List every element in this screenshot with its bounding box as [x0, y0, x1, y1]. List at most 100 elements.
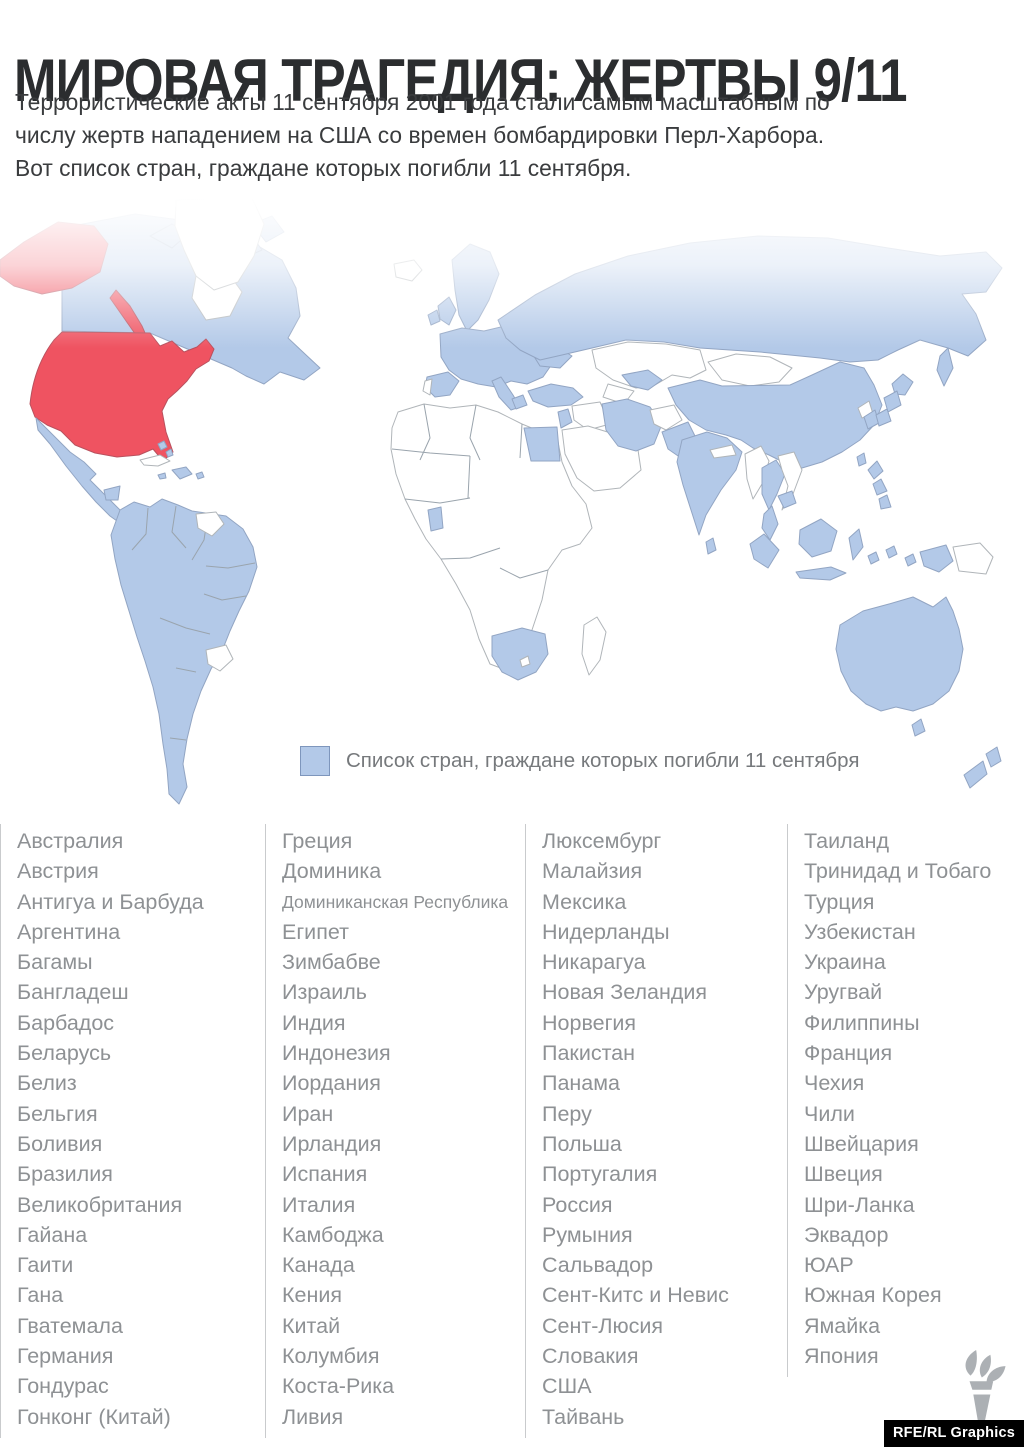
country-item: Боливия	[17, 1131, 103, 1156]
country-item: Люксембург	[542, 829, 662, 853]
country-item: Япония	[804, 1344, 879, 1369]
country-item: Бельгия	[17, 1101, 98, 1126]
rferl-torch-logo	[965, 1350, 1006, 1422]
country-japan	[883, 390, 902, 413]
country-cambodia	[777, 490, 797, 509]
country-turkey	[527, 383, 584, 408]
tasmania	[911, 718, 926, 737]
bahamas	[157, 440, 168, 451]
subtitle-line: числу жертв нападением на США со времен …	[15, 122, 825, 148]
country-new-zealand	[963, 760, 988, 789]
guianas	[195, 511, 225, 537]
legend-label: Список стран, граждане которых погибли 1…	[346, 749, 860, 772]
country-china	[667, 361, 883, 469]
papua-new-guinea	[952, 542, 994, 575]
africa	[390, 403, 593, 671]
country-item: Франция	[804, 1041, 893, 1066]
country-column-3: Люксембург Малайзия Мексика Нидерланды Никар…	[525, 824, 787, 1438]
country-ghana	[427, 506, 444, 532]
sa-borders	[169, 737, 187, 741]
country-item: Израиль	[282, 980, 367, 1005]
lesotho	[519, 655, 531, 668]
credit-badge: RFE/RL Graphics	[884, 1420, 1024, 1447]
country-item: Малайзия	[542, 859, 643, 884]
country-item: Никарагуа	[542, 950, 646, 975]
country-item: Коста-Рика	[282, 1374, 395, 1399]
country-item: Ирландия	[282, 1131, 382, 1156]
country-item: Мексика	[542, 889, 627, 914]
sa-borders	[203, 593, 247, 601]
africa-borders	[519, 423, 523, 459]
country-item: Германия	[17, 1344, 114, 1369]
country-item: Уругвай	[804, 980, 883, 1005]
africa-borders	[499, 567, 549, 579]
country-item: Словакия	[542, 1344, 639, 1369]
country-uzbekistan	[621, 369, 663, 391]
country-item: Камбоджа	[282, 1222, 384, 1247]
country-item: Швеция	[804, 1162, 883, 1187]
country-item: Новая Зеландия	[542, 980, 708, 1005]
country-item: Тринидад и Тобаго	[804, 859, 992, 884]
country-item: Барбадос	[17, 1010, 115, 1035]
west-papua	[919, 544, 954, 573]
country-greece	[511, 394, 528, 410]
map-legend: Список стран, граждане которых погибли 1…	[300, 746, 859, 776]
country-mongolia	[707, 353, 793, 387]
country-item: Польша	[542, 1131, 622, 1156]
country-item: Румыния	[542, 1222, 633, 1247]
legend-swatch	[300, 746, 330, 776]
country-item: Перу	[542, 1101, 592, 1126]
country-item: Италия	[282, 1192, 356, 1217]
country-item: Тайвань	[542, 1404, 625, 1429]
africa-borders	[404, 497, 471, 504]
indonesia-island	[904, 553, 917, 567]
java	[795, 566, 847, 581]
map-top-fade	[0, 198, 1024, 348]
country-madagascar	[581, 616, 607, 676]
country-item: Антигуа и Барбуда	[17, 889, 204, 914]
sa-borders	[171, 505, 187, 549]
country-item: Узбекистан	[804, 919, 916, 944]
country-column-2: Греция Доминика Доминиканская Республика Ег…	[265, 824, 525, 1438]
country-egypt	[523, 426, 561, 462]
country-australia	[835, 596, 964, 712]
country-item: Зимбабве	[282, 950, 381, 975]
syria-iraq	[571, 401, 611, 431]
country-portugal	[422, 378, 433, 396]
region-africa	[390, 403, 607, 681]
south-america	[110, 498, 258, 805]
country-philippines	[878, 494, 892, 510]
country-item: Норвегия	[542, 1010, 637, 1035]
country-item: Гонконг (Китай)	[17, 1404, 171, 1429]
country-item: США	[542, 1374, 592, 1399]
country-sri-lanka	[705, 537, 717, 555]
country-item: Россия	[542, 1192, 613, 1217]
country-item: Гана	[17, 1283, 64, 1308]
country-item: Канада	[282, 1253, 355, 1278]
world-map	[0, 197, 1024, 815]
country-item: Гватемала	[17, 1313, 123, 1338]
country-item: Гаити	[17, 1253, 74, 1278]
country-item: Индонезия	[282, 1041, 391, 1066]
subtitle-line: Вот список стран, граждане которых погиб…	[15, 155, 632, 181]
country-item: Колумбия	[282, 1344, 380, 1369]
country-column-1: Австралия Австрия Антигуа и Барбуда Аргенти…	[0, 824, 265, 1438]
country-afghanistan	[649, 404, 683, 431]
country-item: Белиз	[17, 1071, 77, 1096]
country-item: Великобритания	[17, 1192, 183, 1217]
country-paraguay	[205, 644, 234, 672]
borneo	[798, 518, 838, 558]
country-item: Южная Корея	[804, 1283, 942, 1308]
world-map-svg	[0, 197, 1024, 805]
country-item: Чили	[804, 1101, 855, 1126]
country-item: Иордания	[282, 1071, 381, 1096]
country-item: Багамы	[17, 950, 93, 975]
sa-borders	[131, 507, 149, 551]
country-taiwan	[856, 452, 867, 467]
country-item: Шри-Ланка	[804, 1192, 915, 1217]
country-item: Австралия	[17, 829, 124, 853]
country-item: Египет	[282, 919, 349, 944]
country-item: Чехия	[804, 1071, 865, 1096]
country-item: Доминика	[282, 859, 382, 884]
sa-borders	[159, 617, 211, 635]
